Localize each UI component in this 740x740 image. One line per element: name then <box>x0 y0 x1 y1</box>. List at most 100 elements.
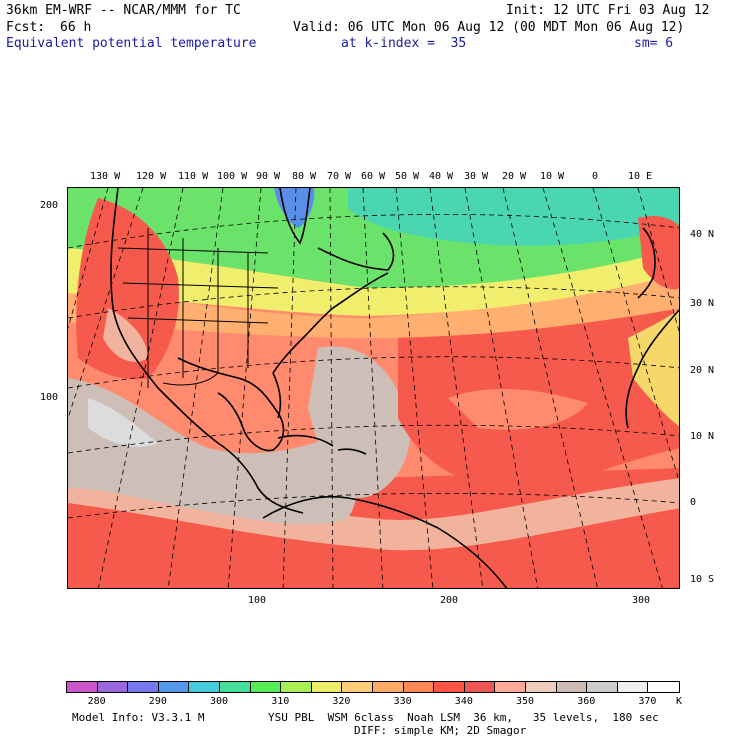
field-orange-belt <box>68 268 679 338</box>
south-america-coast <box>262 495 508 588</box>
forecast-label: Fcst: <box>6 20 46 35</box>
lon-label: 130 W <box>90 171 121 182</box>
us-east-coast <box>272 272 389 374</box>
lon-label: 120 W <box>136 171 167 182</box>
theta-e-map <box>67 187 680 589</box>
meridian <box>542 188 663 588</box>
forecast-hour: 66 h <box>60 20 92 35</box>
colorbar-tick-label: 290 <box>148 696 167 707</box>
colorbar-swatch <box>372 682 404 692</box>
colorbar-tick-label: 370 <box>638 696 657 707</box>
colorbar-swatch <box>189 682 220 692</box>
colorbar-tick-label: 330 <box>393 696 412 707</box>
graticule <box>68 188 679 588</box>
border <box>122 282 279 289</box>
lat-label: 10 S <box>690 574 715 585</box>
colorbar-swatch <box>311 682 343 692</box>
lon-label: 20 W <box>502 171 527 182</box>
model-title: 36km EM-WRF -- NCAR/MMM for TC <box>6 3 241 18</box>
parallel-20n <box>68 356 679 389</box>
meridian <box>282 188 297 588</box>
field-pale-band <box>68 468 679 551</box>
model-info: Model Info: V3.3.1 M <box>72 711 205 724</box>
colorbar-swatch <box>403 682 435 692</box>
colorbar-swatch <box>495 682 526 692</box>
parallel-10n <box>68 424 679 454</box>
colorbar-tick-label: 280 <box>87 696 106 707</box>
canada-coast <box>317 232 395 271</box>
parallel-30n <box>68 286 679 319</box>
colorbar-tick-label: 310 <box>271 696 290 707</box>
parallel-0 <box>68 493 679 519</box>
colorbar-tick-label: 350 <box>516 696 535 707</box>
field-west-red <box>76 198 179 380</box>
field-blue-patch <box>274 188 315 228</box>
init-time: Init: 12 UTC Fri 03 Aug 12 <box>506 3 710 18</box>
field-light-gray <box>88 398 158 448</box>
lon-label: 40 W <box>429 171 454 182</box>
meridian <box>68 188 109 329</box>
colorbar-swatch <box>250 682 282 692</box>
colorbar-swatch <box>128 682 159 692</box>
greenland <box>279 188 311 245</box>
grid-x-label: 100 <box>248 595 267 606</box>
coastlines <box>110 188 679 588</box>
field-gray-central <box>308 346 410 498</box>
colorbar-units: K <box>676 696 683 707</box>
colorbar-swatch <box>158 682 190 692</box>
level-label: at k-index = 35 <box>341 36 467 51</box>
north-america-west-coast <box>110 188 304 514</box>
field-west-pale <box>103 308 148 362</box>
colorbar-swatch <box>648 682 679 692</box>
lat-label: 40 N <box>690 229 715 240</box>
colorbar-swatch <box>434 682 465 692</box>
meridian <box>362 188 384 588</box>
meridian <box>592 188 679 483</box>
meridian <box>227 188 262 588</box>
state-borders <box>117 228 279 388</box>
meridian <box>502 188 598 588</box>
colorbar-swatch <box>617 682 649 692</box>
colorbar-swatch <box>556 682 588 692</box>
hispaniola <box>337 448 367 455</box>
iberia-coast <box>637 227 656 299</box>
meridian <box>167 188 224 588</box>
lon-label: 80 W <box>292 171 317 182</box>
smoothing-label: sm= 6 <box>634 36 674 51</box>
colorbar-tick-label: 320 <box>332 696 351 707</box>
lon-label: 0 <box>592 171 599 182</box>
colorbar-swatch <box>342 682 373 692</box>
gulf-of-mexico-coast <box>177 357 285 452</box>
valid-time: Valid: 06 UTC Mon 06 Aug 12 (00 MDT Mon … <box>293 20 685 35</box>
parallel-40n <box>68 214 679 249</box>
colorbar-swatch <box>525 682 557 692</box>
lon-label: 100 W <box>217 171 248 182</box>
colorbar-tick-label: 340 <box>454 696 473 707</box>
colorbar-swatch <box>281 682 312 692</box>
field-sahara-yellow <box>628 309 679 427</box>
grid-x-label: 300 <box>632 595 651 606</box>
colorbar-swatch <box>67 682 98 692</box>
border <box>117 247 269 254</box>
lon-label: 110 W <box>178 171 209 182</box>
lon-label: 30 W <box>464 171 489 182</box>
colorbar-swatch <box>464 682 496 692</box>
meridian <box>637 188 679 333</box>
field-gray-pacific <box>68 378 359 525</box>
map-canvas <box>68 188 679 588</box>
field-cyan-patch <box>348 188 679 246</box>
field-name: Equivalent potential temperature <box>6 36 257 51</box>
africa-coast <box>625 309 679 429</box>
lat-label: 0 <box>690 497 697 508</box>
lon-label: 60 W <box>361 171 386 182</box>
grid-x-label: 200 <box>440 595 459 606</box>
lon-label: 90 W <box>256 171 281 182</box>
meridian <box>429 188 484 588</box>
meridian <box>68 188 144 419</box>
lon-label: 70 W <box>327 171 352 182</box>
colorbar <box>66 681 680 693</box>
colorbar-tick-label: 300 <box>210 696 229 707</box>
colorbar-swatch <box>219 682 251 692</box>
cuba <box>277 434 334 447</box>
meridian <box>329 188 334 588</box>
